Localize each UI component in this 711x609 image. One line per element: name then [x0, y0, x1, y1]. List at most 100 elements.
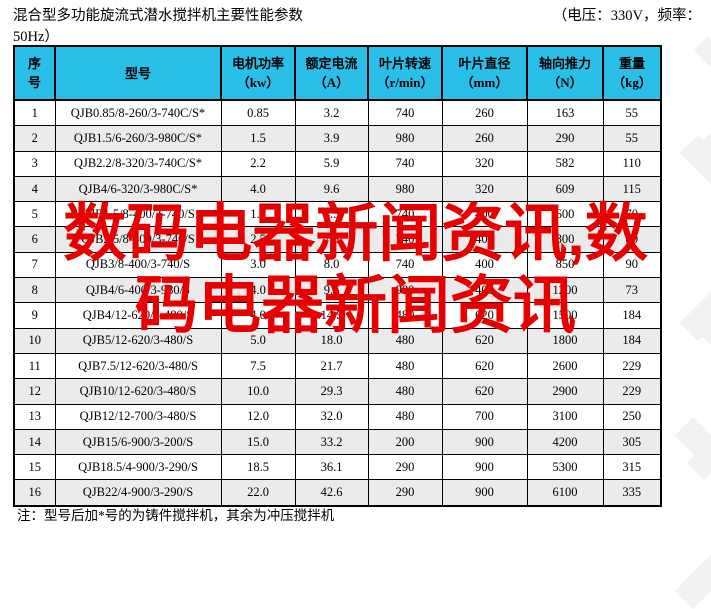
- table-cell: 13: [13, 403, 56, 430]
- table-cell: QJB4/12-620/3-480/S: [54, 302, 222, 329]
- table-cell: QJB4/6-400/3-980/S: [54, 277, 222, 304]
- table-cell: QJB1.5/6-260/3-980C/S*: [54, 125, 222, 152]
- table-cell: 29.3: [294, 378, 369, 405]
- table-cell: 36.1: [294, 454, 369, 481]
- table-cell: 12: [13, 378, 56, 405]
- table-cell: QJB4/6-320/3-980C/S*: [54, 175, 222, 203]
- table-cell: 315: [602, 454, 662, 481]
- table-cell: 163: [526, 99, 604, 127]
- table-cell: 900: [441, 454, 528, 481]
- table-cell: QJB22/4-900/3-290/S: [54, 479, 222, 507]
- table-cell: QJB18.5/4-900/3-290/S: [54, 454, 222, 481]
- table-cell: 80: [602, 226, 662, 253]
- column-header: 序号: [13, 45, 56, 101]
- table-cell: 480: [367, 327, 443, 354]
- document-page: 混合型多功能旋流式潜水搅拌机主要性能参数 （电压：330V，频率： 50Hz） …: [13, 8, 711, 609]
- table-cell: QJB2.5/8-400/3-740/S: [54, 226, 222, 253]
- table-cell: 2600: [526, 352, 604, 380]
- footnote: 注：型号后加*号的为铸件搅拌机，其余为冲压搅拌机: [17, 508, 335, 523]
- table-cell: 800: [526, 226, 604, 253]
- table-cell: 15: [13, 454, 56, 481]
- table-cell: 740: [367, 201, 443, 228]
- table-cell: 10: [13, 327, 56, 354]
- table-cell: 480: [367, 378, 443, 405]
- table-cell: 740: [367, 226, 443, 253]
- header-row: 序号型号 电机功率 （kw） 额定电流 （A） 叶片转速 （r/min） 叶片直径 （mm） 轴向…: [13, 45, 662, 101]
- table-row: 16 QJB22/4-900/3-290/S 22.0 42.6 290 900 6100 3…: [13, 479, 662, 507]
- page-title: 混合型多功能旋流式潜水搅拌机主要性能参数: [13, 8, 303, 24]
- table-cell: 229: [602, 352, 662, 380]
- table-cell: 620: [441, 302, 528, 329]
- table-cell: 8: [13, 277, 56, 304]
- table-cell: 16: [13, 479, 56, 507]
- spec-table-body: 1 QJB0.85/8-260/3-740C/S* 0.85 3.2 740 260 163…: [13, 99, 662, 507]
- frequency-note-continuation: 50Hz）: [13, 29, 59, 45]
- table-cell: 400: [441, 201, 528, 228]
- table-cell: 10.0: [220, 378, 296, 405]
- table-cell: 229: [602, 378, 662, 405]
- table-row: 9 QJB4/12-620/3-480/S 4.0 14.5 480 620 1500 184: [13, 302, 662, 329]
- table-cell: 400: [441, 251, 528, 279]
- table-cell: 14.5: [294, 302, 369, 329]
- table-cell: 290: [367, 454, 443, 481]
- table-row: 7 QJB3/8-400/3-740/S 3.0 8.0 740 400 850 90: [13, 251, 662, 279]
- table-cell: 115: [602, 175, 662, 203]
- table-row: 13 QJB12/12-700/3-480/S 12.0 32.0 480 700 3100…: [13, 403, 662, 430]
- table-cell: 14: [13, 428, 56, 456]
- table-row: 3 QJB2.2/8-320/3-740C/S* 2.2 5.9 740 320 582 11…: [13, 150, 662, 177]
- table-row: 2 QJB1.5/6-260/3-980C/S* 1.5 3.9 980 260 290 55: [13, 125, 662, 152]
- spec-table-header: 序号型号 电机功率 （kw） 额定电流 （A） 叶片转速 （r/min） 叶片直径 （mm） 轴向…: [13, 45, 662, 101]
- table-row: 14 QJB15/6-900/3-200/S 15.0 33.2 200 900 4200 3…: [13, 428, 662, 456]
- table-cell: 4: [13, 175, 56, 203]
- table-cell: 9: [13, 302, 56, 329]
- table-cell: 4.0: [220, 302, 296, 329]
- column-header: 轴向推力 （N）: [526, 45, 604, 101]
- table-cell: 609: [526, 175, 604, 203]
- table-cell: 4.5: [294, 201, 369, 228]
- table-cell: 400: [441, 226, 528, 253]
- table-cell: 184: [602, 327, 662, 354]
- column-header: 重量 （kg）: [602, 45, 662, 101]
- table-cell: 7.3: [294, 226, 369, 253]
- table-cell: 15.0: [220, 428, 296, 456]
- column-header: 电机功率 （kw）: [220, 45, 296, 101]
- table-cell: 55: [602, 99, 662, 127]
- table-cell: QJB5/12-620/3-480/S: [54, 327, 222, 354]
- table-cell: 8.0: [294, 251, 369, 279]
- table-cell: 5.0: [220, 327, 296, 354]
- table-cell: 12.0: [220, 403, 296, 430]
- table-cell: 290: [367, 479, 443, 507]
- table-cell: 480: [367, 352, 443, 380]
- table-cell: 9.6: [294, 175, 369, 203]
- table-row: 1 QJB0.85/8-260/3-740C/S* 0.85 3.2 740 260 163…: [13, 99, 662, 127]
- table-cell: 320: [441, 150, 528, 177]
- table-cell: 18.5: [220, 454, 296, 481]
- table-cell: QJB3/8-400/3-740/S: [54, 251, 222, 279]
- table-cell: 200: [367, 428, 443, 456]
- table-cell: 9.6: [294, 277, 369, 304]
- table-cell: 3.9: [294, 125, 369, 152]
- table-cell: QJB12/12-700/3-480/S: [54, 403, 222, 430]
- table-cell: 740: [367, 99, 443, 127]
- table-cell: 620: [441, 378, 528, 405]
- table-cell: 740: [367, 150, 443, 177]
- table-cell: QJB10/12-620/3-480/S: [54, 378, 222, 405]
- table-cell: 6100: [526, 479, 604, 507]
- table-cell: QJB2.2/8-320/3-740C/S*: [54, 150, 222, 177]
- table-cell: 900: [441, 428, 528, 456]
- table-cell: 6: [13, 226, 56, 253]
- column-header: 额定电流 （A）: [294, 45, 369, 101]
- table-cell: 620: [441, 327, 528, 354]
- table-cell: 250: [602, 403, 662, 430]
- table-cell: 2: [13, 125, 56, 152]
- table-cell: 22.0: [220, 479, 296, 507]
- table-cell: 2900: [526, 378, 604, 405]
- table-cell: 70: [602, 201, 662, 228]
- table-cell: 4.0: [220, 277, 296, 304]
- table-row: 15 QJB18.5/4-900/3-290/S 18.5 36.1 290 900 530…: [13, 454, 662, 481]
- table-cell: 260: [441, 125, 528, 152]
- table-cell: 305: [602, 428, 662, 456]
- table-cell: 110: [602, 150, 662, 177]
- table-cell: QJB15/6-900/3-200/S: [54, 428, 222, 456]
- table-cell: 7: [13, 251, 56, 279]
